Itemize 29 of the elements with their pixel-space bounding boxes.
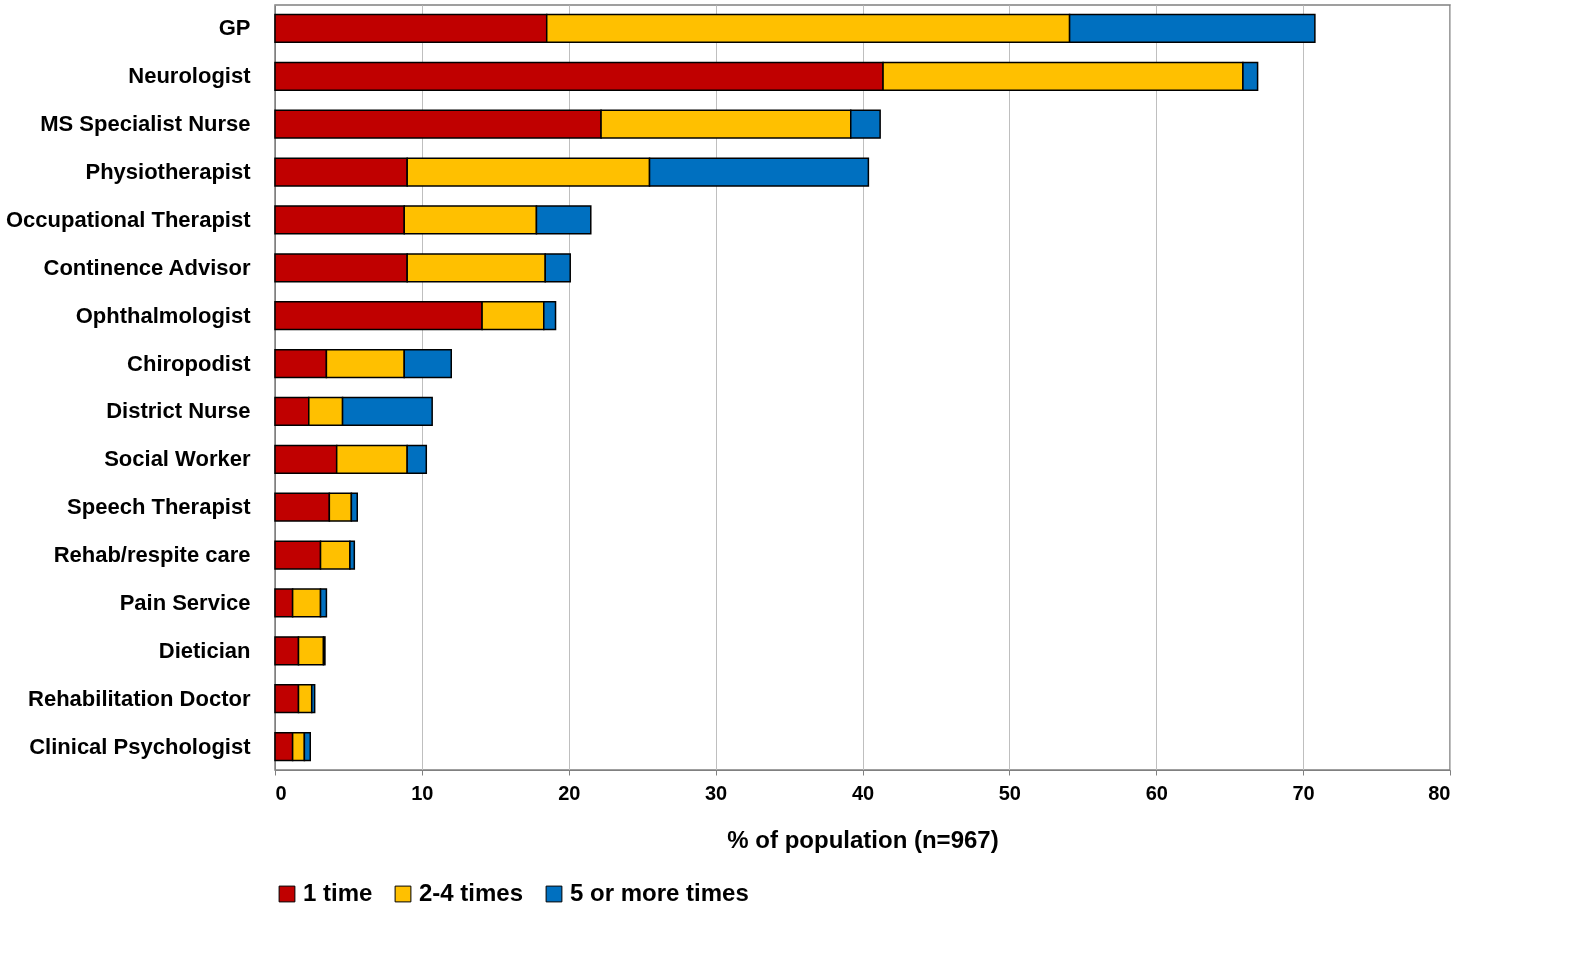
x-tick-label: 40 — [851, 781, 875, 804]
y-tick-label: Rehab/respite care — [53, 542, 251, 568]
x-tick-label: 30 — [705, 781, 728, 804]
x-tick-label: 60 — [1145, 781, 1168, 804]
x-tick-label: 10 — [411, 781, 434, 804]
y-tick-label: Continence Advisor — [43, 254, 251, 280]
legend-label: 2-4 times — [419, 879, 524, 906]
y-tick-label: Ophthalmologist — [75, 302, 252, 328]
y-tick-label: Dietician — [158, 637, 251, 663]
y-tick-label: District Nurse — [106, 398, 251, 424]
legend-label: 1 time — [303, 879, 373, 906]
y-tick-label: Physiotherapist — [85, 159, 252, 185]
y-tick-label: Chiropodist — [127, 350, 252, 376]
x-tick-label: 0 — [275, 781, 287, 804]
y-tick-label: Clinical Psychologist — [29, 733, 252, 759]
y-tick-label: Speech Therapist — [67, 494, 252, 520]
x-tick-label: 50 — [998, 781, 1021, 804]
y-tick-label: Occupational Therapist — [6, 206, 252, 232]
y-tick-label: Neurologist — [128, 63, 252, 89]
y-tick-label: Rehabilitation Doctor — [28, 685, 251, 711]
y-tick-label: Pain Service — [119, 589, 251, 615]
x-axis-title: % of population (n=967) — [727, 825, 999, 853]
x-tick-label: 20 — [558, 781, 581, 804]
legend-label: 5 or more times — [570, 879, 749, 906]
y-tick-label: Social Worker — [104, 446, 251, 472]
x-tick-label: 70 — [1292, 781, 1315, 804]
x-tick-label: 80 — [1428, 781, 1451, 804]
y-tick-label: GP — [218, 15, 251, 41]
y-tick-label: MS Specialist Nurse — [40, 111, 251, 137]
